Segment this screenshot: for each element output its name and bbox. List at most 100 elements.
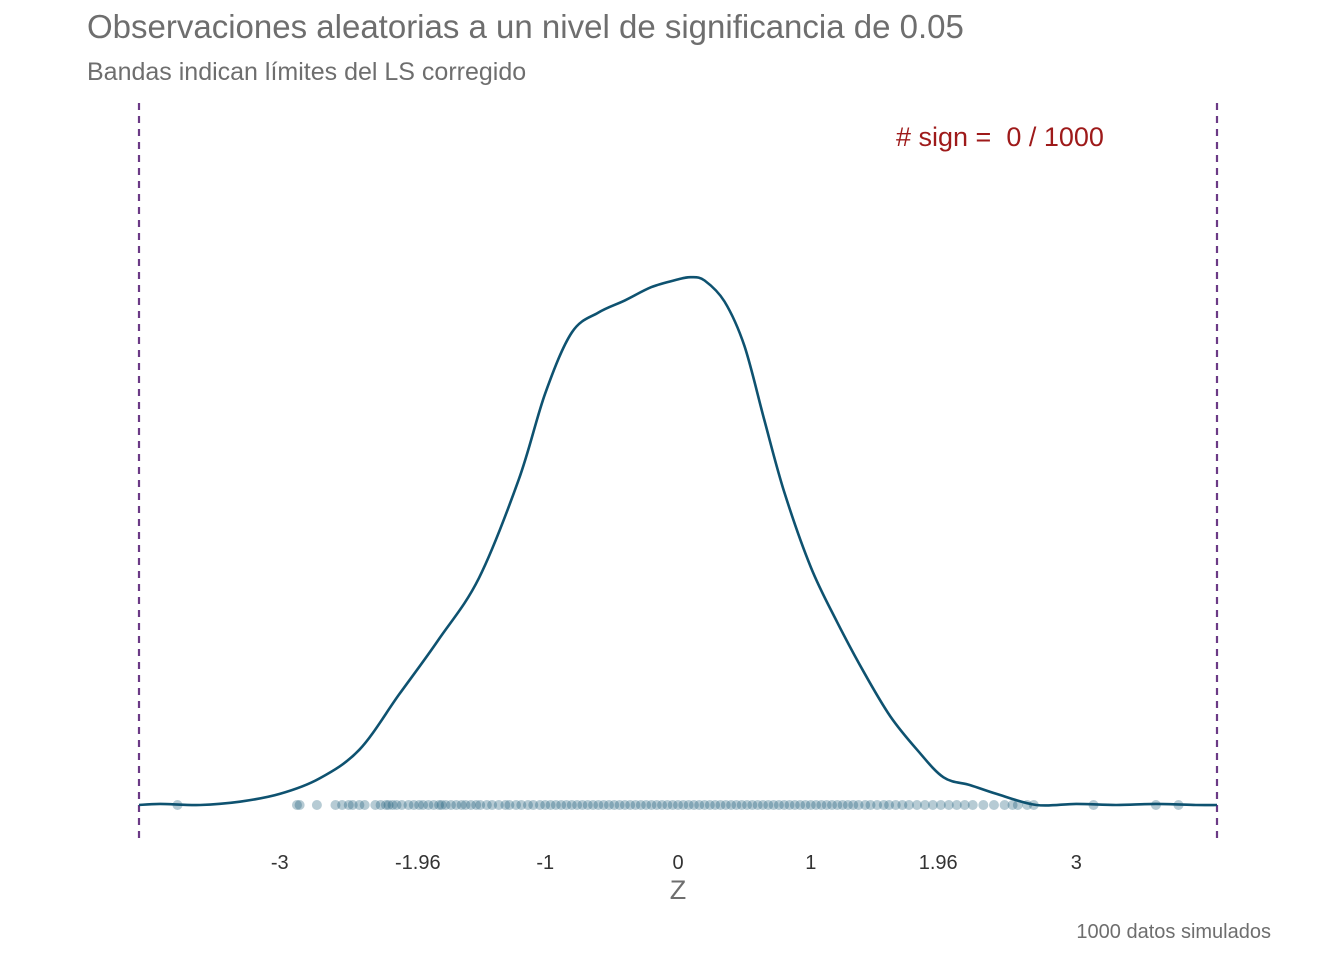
observation-point — [588, 800, 599, 810]
observation-point — [347, 800, 358, 810]
observation-point — [742, 800, 753, 810]
observation-point — [343, 800, 354, 810]
observation-point — [475, 800, 486, 810]
observation-point — [904, 800, 914, 810]
observation-point — [951, 800, 962, 810]
chart-title: Observaciones aleatorias a un nivel de s… — [87, 8, 964, 45]
observation-point — [773, 800, 784, 810]
observation-point — [967, 800, 978, 810]
observation-point — [354, 800, 365, 810]
observation-point — [935, 800, 946, 810]
x-tick-label: -3 — [271, 852, 289, 874]
observation-point — [811, 800, 822, 810]
observation-point — [646, 800, 657, 810]
observation-point — [440, 800, 451, 810]
observation-point — [884, 800, 895, 810]
observation-point — [860, 800, 871, 810]
observation-point — [614, 800, 625, 810]
chart-subtitle: Bandas indican límites del LS corregido — [87, 58, 527, 86]
observation-point — [603, 800, 614, 810]
observation-point — [704, 800, 715, 810]
observation-point — [375, 800, 386, 810]
observation-point — [878, 800, 889, 810]
observation-point — [752, 800, 763, 810]
observation-point — [763, 800, 774, 810]
observation-point — [683, 800, 694, 810]
observation-point — [566, 800, 577, 810]
observation-point — [731, 800, 742, 810]
observation-point — [561, 800, 572, 810]
observation-point — [715, 800, 726, 810]
observation-point — [436, 800, 447, 810]
observation-point — [837, 800, 848, 810]
observation-point — [805, 800, 816, 810]
observation-point — [434, 800, 445, 810]
observation-point — [516, 800, 527, 810]
observation-point — [504, 800, 515, 810]
observation-point — [556, 800, 567, 810]
x-tick-label: 0 — [672, 852, 683, 874]
observation-point — [919, 800, 930, 810]
observation-point — [710, 800, 721, 810]
observation-point — [865, 800, 876, 810]
x-tick-label: 1 — [805, 852, 816, 874]
observation-point — [598, 800, 609, 810]
observation-point — [481, 800, 492, 810]
x-axis-ticks: -3 -1.96 -1 0 1 1.96 3 — [271, 852, 1082, 874]
observation-point — [736, 800, 747, 810]
observation-point — [487, 800, 498, 810]
observation-point — [927, 800, 938, 810]
observation-point — [1007, 800, 1018, 810]
observation-point — [816, 800, 827, 810]
observation-point — [635, 800, 646, 810]
observation-point — [471, 800, 482, 810]
observation-point — [978, 800, 989, 810]
observation-point — [720, 800, 731, 810]
observation-point — [380, 800, 391, 810]
observation-point — [678, 800, 689, 810]
observation-point — [784, 800, 795, 810]
observation-point — [493, 800, 504, 810]
observation-point — [699, 800, 710, 810]
observation-point — [821, 800, 832, 810]
observation-point — [768, 800, 779, 810]
observation-point — [522, 800, 533, 810]
observation-point — [403, 800, 414, 810]
observation-point — [800, 800, 811, 810]
observation-point — [545, 800, 556, 810]
observation-point — [408, 800, 419, 810]
significance-count-annotation: # sign = 0 / 1000 — [896, 122, 1104, 152]
density-curve — [138, 275, 1218, 807]
observation-point — [890, 800, 901, 810]
observation-point — [688, 800, 699, 810]
observation-point — [511, 800, 522, 810]
observation-point — [789, 800, 800, 810]
observation-point — [572, 800, 583, 810]
observation-point — [943, 800, 954, 810]
x-tick-label: 1.96 — [919, 852, 958, 874]
observation-point — [423, 800, 434, 810]
observation-point — [456, 800, 467, 810]
observation-point — [451, 800, 462, 810]
x-tick-label: -1 — [536, 852, 554, 874]
observation-point — [359, 800, 370, 810]
observation-point — [383, 800, 394, 810]
band-lines — [137, 103, 1219, 842]
observation-point — [726, 800, 737, 810]
observation-point — [999, 800, 1010, 810]
observation-point — [619, 800, 630, 810]
observation-point — [832, 800, 843, 810]
observation-point — [779, 800, 790, 810]
observation-point — [673, 800, 683, 810]
observation-point — [370, 800, 381, 810]
observation-point — [396, 800, 407, 810]
observation-point — [577, 800, 588, 810]
observation-point — [460, 800, 471, 810]
density-curve-layer — [138, 275, 1218, 807]
observation-point — [445, 800, 456, 810]
chart-caption: 1000 datos simulados — [1076, 921, 1271, 943]
observation-point — [414, 800, 425, 810]
observation-point — [848, 800, 859, 810]
observation-point — [609, 800, 620, 810]
